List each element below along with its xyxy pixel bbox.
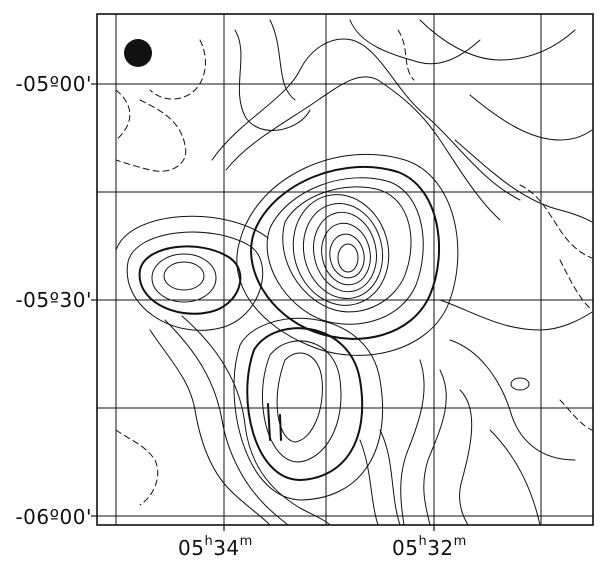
ra-label-hours: 05 <box>392 536 419 560</box>
contour-line <box>302 202 384 300</box>
map-frame <box>96 13 594 526</box>
contour-line <box>329 233 365 279</box>
contour-line <box>269 19 296 101</box>
contour-line <box>379 429 401 526</box>
contour-line <box>397 29 415 81</box>
contour-line <box>454 139 593 223</box>
contour-line <box>115 429 159 506</box>
contour-line <box>459 389 473 526</box>
contour-line <box>149 329 271 526</box>
contour-line <box>151 253 217 303</box>
contour-line <box>181 315 331 526</box>
contour-line <box>449 339 576 461</box>
ra-label-h-unit: h <box>204 534 214 550</box>
contour-line <box>225 76 501 221</box>
dec-label-minus-05-30: -05º30' <box>15 288 92 312</box>
contour-line <box>262 340 342 463</box>
ra-label-05h32m: 05h32m <box>392 534 467 560</box>
contour-line <box>138 245 242 315</box>
ra-label-h-unit: h <box>418 534 428 550</box>
ra-label-05h34m: 05h34m <box>178 534 253 560</box>
contour-line <box>519 184 593 259</box>
contour-line <box>115 215 269 251</box>
contour-line <box>149 39 206 100</box>
contour-line <box>115 89 131 141</box>
dec-label-minus-05-00: -05º00' <box>15 72 92 96</box>
contour-line <box>115 99 187 172</box>
coordinate-grid <box>97 14 593 525</box>
contour-line <box>234 29 311 131</box>
contour-line <box>423 369 447 526</box>
axis-ticks <box>91 83 435 531</box>
contour-lines <box>115 19 593 526</box>
ra-label-hours: 05 <box>178 536 205 560</box>
contour-line <box>279 414 282 441</box>
contour-line <box>211 38 521 201</box>
negative-contours <box>115 29 593 506</box>
contour-line <box>337 243 359 273</box>
contour-line <box>469 94 593 141</box>
contour-line <box>236 153 459 356</box>
contour-line <box>163 261 205 291</box>
contour-line <box>359 439 379 526</box>
contour-line <box>321 222 371 286</box>
dec-label-minus-06-00: -06º00' <box>15 505 92 529</box>
ra-label-m-unit: m <box>453 534 467 550</box>
contour-line <box>559 259 593 311</box>
contour-line <box>276 352 323 443</box>
contour-line <box>349 19 481 65</box>
contour-line <box>489 429 541 526</box>
ra-label-minutes: 32 <box>427 536 454 560</box>
contour-line <box>313 211 377 293</box>
contour-line <box>126 231 264 331</box>
contour-line <box>510 377 530 391</box>
ra-label-m-unit: m <box>239 534 253 550</box>
beam-size-marker <box>124 39 152 67</box>
contour-line <box>164 319 289 526</box>
ra-label-minutes: 34 <box>213 536 240 560</box>
contour-line <box>400 359 425 526</box>
contour-line <box>246 327 364 481</box>
contour-line <box>559 399 593 431</box>
contour-line <box>292 194 390 306</box>
contour-line <box>282 186 412 313</box>
contour-line <box>439 299 593 331</box>
contour-line <box>233 317 384 501</box>
contour-line <box>267 403 271 441</box>
contour-line <box>419 19 576 61</box>
contour-line <box>250 165 440 340</box>
contour-line <box>266 177 424 325</box>
